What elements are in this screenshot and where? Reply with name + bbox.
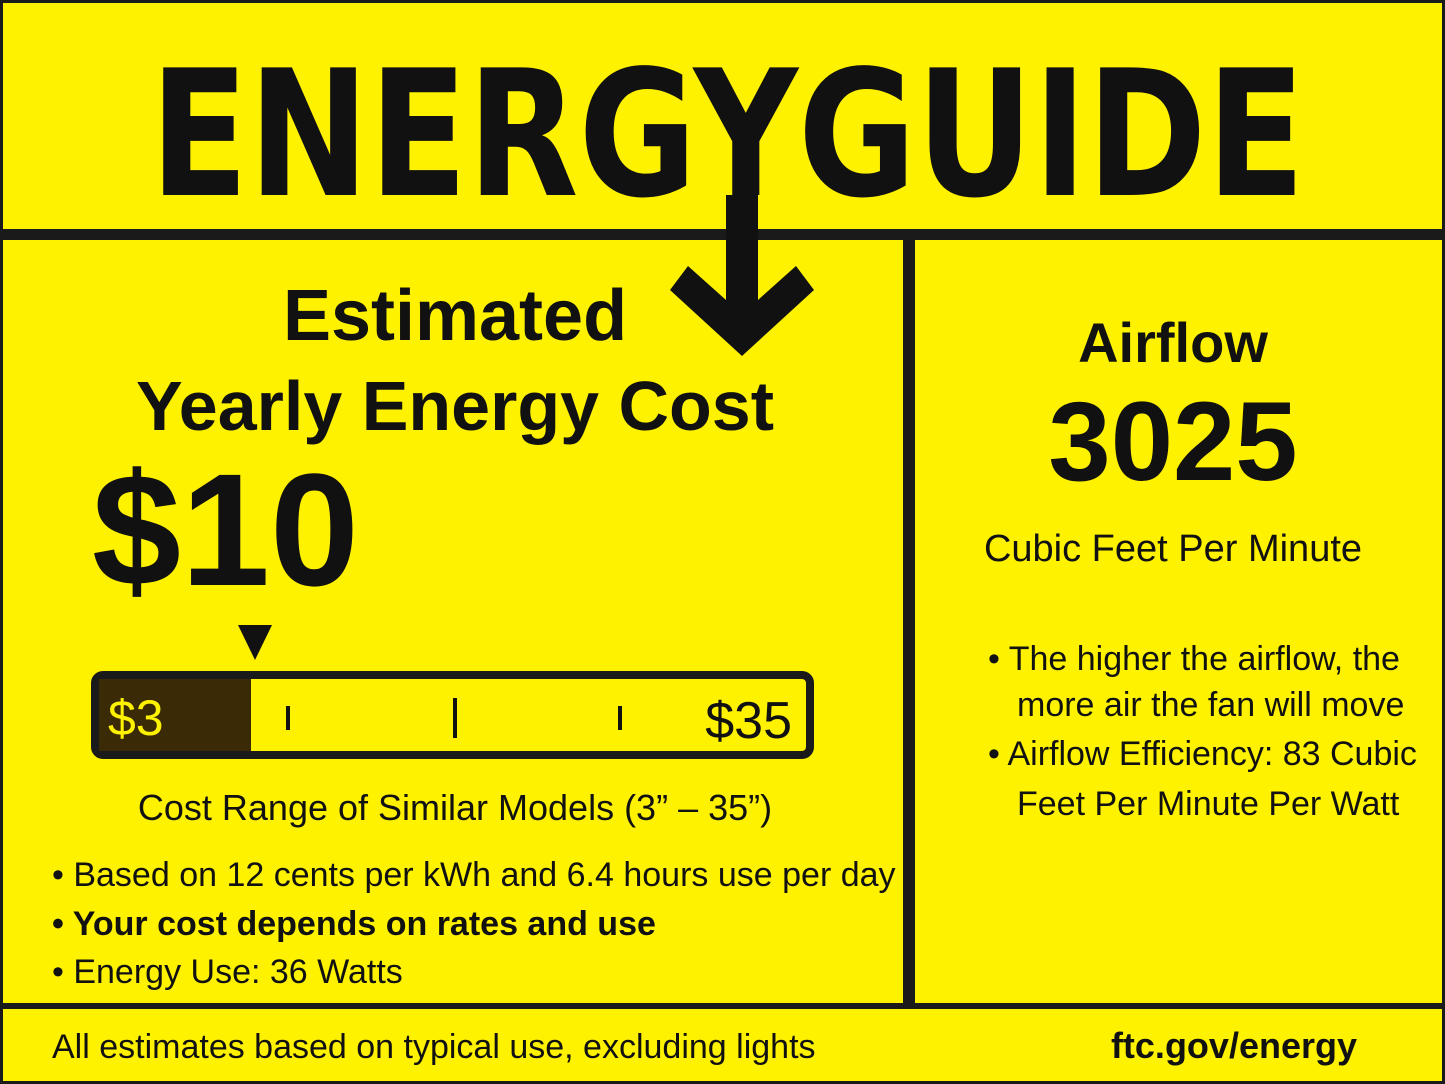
column-rule bbox=[903, 240, 915, 1007]
airflow-note: • Airflow Efficiency: 83 Cubic bbox=[988, 735, 1417, 773]
scale-low: $3 bbox=[108, 690, 164, 746]
airflow-unit: Cubic Feet Per Minute bbox=[984, 528, 1362, 570]
cost-scale bbox=[91, 671, 814, 759]
footer-note: All estimates based on typical use, excl… bbox=[52, 1028, 816, 1066]
cost-note: • Based on 12 cents per kWh and 6.4 hour… bbox=[52, 856, 896, 894]
cost-note: • Your cost depends on rates and use bbox=[52, 905, 656, 943]
scale-tick bbox=[453, 698, 457, 738]
airflow-note: more air the fan will move bbox=[1017, 686, 1404, 724]
scale-high: $35 bbox=[705, 692, 792, 750]
cost-heading: Estimated bbox=[283, 276, 627, 356]
header-rule bbox=[0, 229, 1445, 240]
cost-amount: $10 bbox=[92, 440, 359, 619]
arrow bbox=[670, 195, 814, 356]
airflow-heading: Airflow bbox=[1078, 311, 1268, 374]
footer-link: ftc.gov/energy bbox=[1111, 1025, 1357, 1066]
cost-scale-fill bbox=[99, 679, 251, 751]
cost-heading: Yearly Energy Cost bbox=[136, 367, 774, 445]
cost-marker bbox=[238, 625, 272, 660]
cost-note: • Energy Use: 36 Watts bbox=[52, 953, 403, 991]
footer-rule bbox=[0, 1003, 1445, 1009]
scale-tick bbox=[286, 706, 290, 730]
airflow-note: • The higher the airflow, the bbox=[988, 640, 1400, 678]
range-caption: Cost Range of Similar Models (3” – 35”) bbox=[138, 787, 772, 828]
airflow-note: Feet Per Minute Per Watt bbox=[1017, 785, 1400, 823]
airflow-amount: 3025 bbox=[1048, 379, 1297, 504]
scale-tick bbox=[618, 706, 622, 730]
